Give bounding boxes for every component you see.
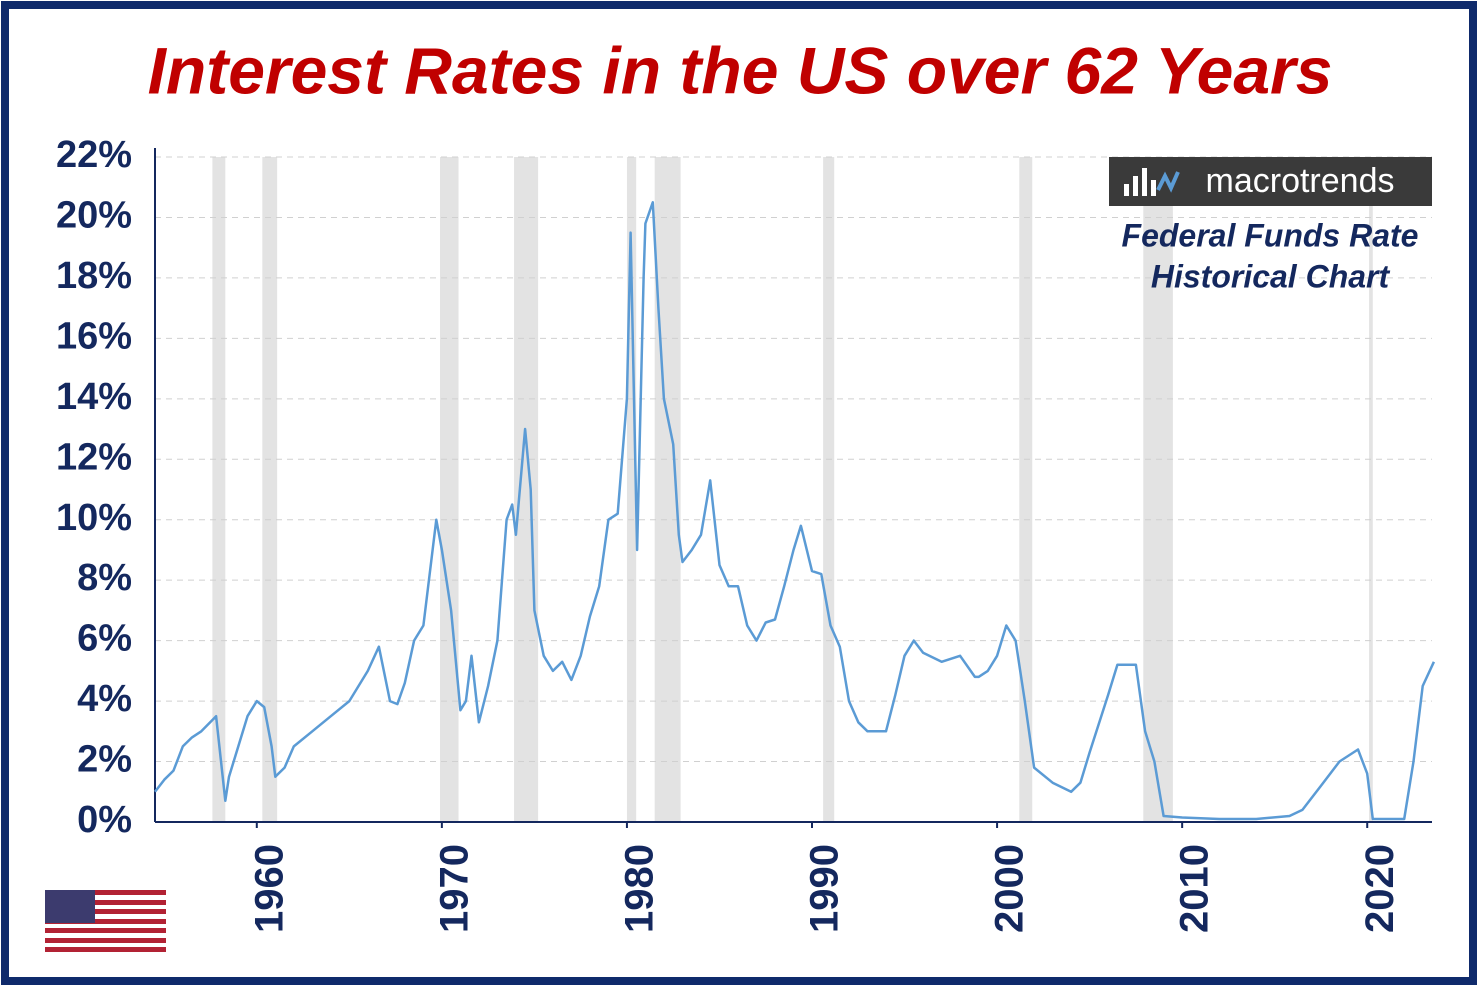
y-tick-label: 2% [77,739,132,781]
y-tick-label: 8% [77,557,132,599]
annotation: Federal Funds Rate [1122,217,1419,253]
x-tick-label: 2020 [1358,844,1402,933]
recession-band [440,157,459,822]
x-tick-label: 2000 [988,844,1032,933]
rate-line [154,201,1436,821]
x-tick-label: 1960 [247,844,291,933]
y-tick-label: 4% [77,678,132,720]
plot-area: 0% 2% 4% 6% 8% 10% 12% 14% 16% 18% 20% 22% 1960 1970 1… [56,134,1436,933]
recession-band [1019,157,1033,822]
x-tick-label: 1990 [803,844,847,933]
y-tick-label: 6% [77,618,132,660]
y-tick-label: 16% [56,315,132,357]
logo-line [1156,171,1180,193]
chart-title: Interest Rates in the US over 62 Years [148,33,1333,107]
logo-icon [1124,168,1156,196]
recession-band [626,157,637,822]
y-tick-label: 22% [56,134,132,176]
recession-band [212,157,226,822]
recession-band [514,157,539,822]
y-tick-label: 12% [56,436,132,478]
x-tick-label: 2010 [1173,844,1217,933]
recession-band [1143,157,1173,822]
recession-band [262,157,278,822]
recession-band [823,157,835,822]
y-tick-label: 18% [56,255,132,297]
us-flag [45,890,166,952]
x-tick-label: 1970 [432,844,476,933]
logo-text: macrotrends [1206,162,1395,200]
y-tick-label: 0% [77,799,132,841]
x-tick-label: 1980 [617,844,661,933]
y-tick-label: 20% [56,194,132,236]
recession-band [1369,157,1373,822]
y-tick-label: 10% [56,497,132,539]
annotation: Historical Chart [1151,258,1391,294]
y-tick-label: 14% [56,376,132,418]
